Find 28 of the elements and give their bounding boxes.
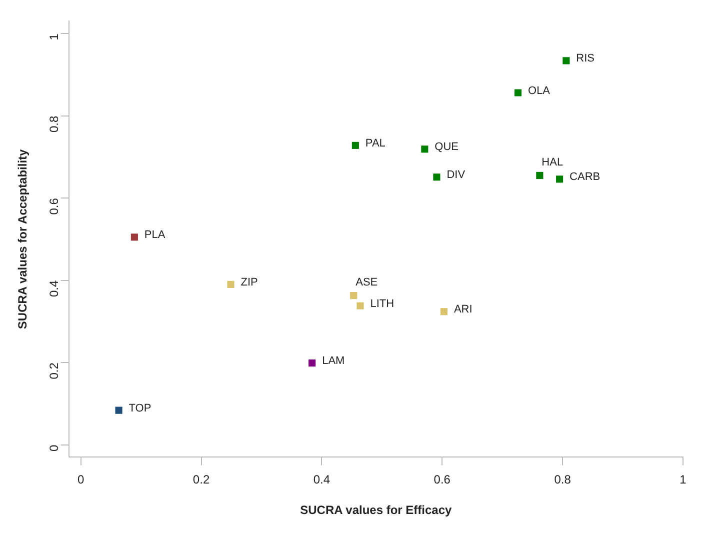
annotation: OLA	[528, 84, 551, 97]
annotation: QUE	[434, 141, 459, 154]
y-tick-label: 0.8	[47, 115, 62, 132]
annotation: HAL	[542, 156, 564, 168]
annotation: TOP	[128, 402, 152, 414]
annotation: LAM	[322, 355, 345, 368]
annotation: PAL	[365, 137, 386, 150]
annotation: ZIP	[240, 276, 258, 288]
annotation: LITH	[370, 298, 394, 310]
annotation: RIS	[576, 52, 595, 65]
x-tick-label: 1	[680, 472, 687, 487]
y-axis-title: SUCRA values for Acceptability	[16, 148, 30, 330]
y-tick-label: 0.4	[47, 280, 62, 298]
x-tick-label: 0.6	[434, 472, 451, 487]
x-axis-title: SUCRA values for Efficacy	[300, 503, 452, 518]
y-tick-label: 1	[47, 33, 62, 40]
y-tick-label: 0.6	[47, 198, 62, 215]
x-tick-label: 0.2	[192, 472, 210, 487]
annotation: ARI	[454, 304, 472, 316]
y-tick-label: 0.2	[47, 362, 62, 380]
annotation: CARB	[570, 171, 600, 184]
x-tick-label: 0.8	[554, 472, 572, 487]
x-tick-label: 0	[78, 472, 84, 487]
x-tick-label: 0.4	[313, 472, 330, 487]
annotation: ASE	[356, 276, 378, 289]
annotation: PLA	[144, 229, 166, 242]
y-tick-label: 0	[47, 444, 62, 452]
annotation: DIV	[446, 169, 466, 182]
